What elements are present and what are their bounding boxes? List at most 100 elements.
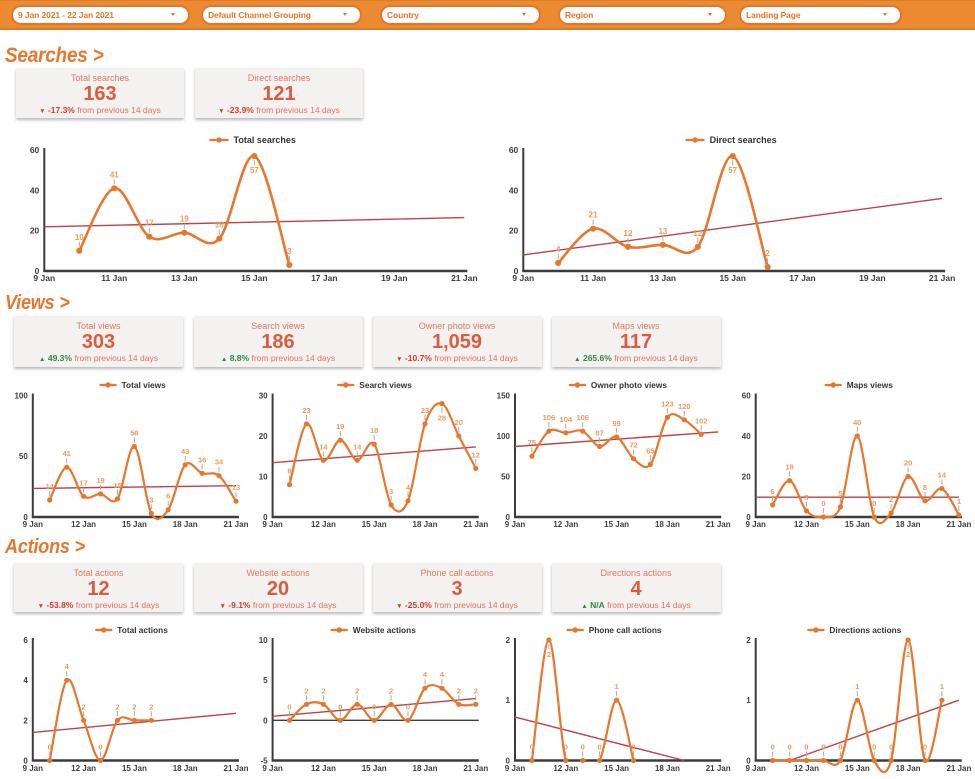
svg-text:14: 14 [319, 442, 328, 451]
svg-text:Directions actions: Directions actions [829, 625, 901, 635]
svg-text:87: 87 [595, 429, 603, 438]
svg-text:20: 20 [30, 226, 40, 236]
svg-text:9 Jan: 9 Jan [512, 273, 534, 283]
svg-text:9 Jan: 9 Jan [262, 764, 283, 773]
svg-text:18 Jan: 18 Jan [655, 520, 680, 529]
svg-text:120: 120 [678, 402, 691, 411]
svg-text:15: 15 [113, 481, 121, 490]
svg-text:2: 2 [746, 636, 751, 645]
svg-text:8: 8 [923, 483, 927, 492]
svg-text:9 Jan: 9 Jan [23, 520, 44, 529]
svg-text:15 Jan: 15 Jan [362, 764, 387, 773]
svg-text:40: 40 [853, 418, 861, 427]
svg-text:5: 5 [263, 676, 268, 685]
svg-text:18 Jan: 18 Jan [655, 764, 680, 773]
svg-text:60: 60 [742, 392, 751, 401]
svg-text:21 Jan: 21 Jan [463, 520, 488, 529]
svg-text:2: 2 [889, 495, 893, 504]
svg-text:41: 41 [63, 449, 71, 458]
svg-text:18 Jan: 18 Jan [896, 764, 921, 773]
svg-text:3: 3 [287, 247, 292, 256]
svg-text:21: 21 [589, 211, 598, 220]
svg-text:0: 0 [923, 743, 927, 752]
svg-text:21 Jan: 21 Jan [451, 273, 477, 283]
svg-text:20: 20 [742, 473, 751, 482]
svg-text:30: 30 [259, 392, 268, 401]
svg-text:9 Jan: 9 Jan [745, 764, 766, 773]
svg-text:104: 104 [560, 415, 573, 424]
svg-text:0: 0 [821, 499, 825, 508]
svg-text:12 Jan: 12 Jan [71, 764, 96, 773]
svg-text:17 Jan: 17 Jan [789, 273, 815, 283]
svg-text:0: 0 [287, 702, 291, 711]
svg-text:0: 0 [746, 513, 751, 522]
svg-text:20: 20 [259, 432, 268, 441]
svg-text:0: 0 [581, 743, 585, 752]
svg-text:40: 40 [742, 432, 751, 441]
svg-text:9 Jan: 9 Jan [745, 520, 766, 529]
svg-text:21 Jan: 21 Jan [706, 520, 731, 529]
svg-text:21 Jan: 21 Jan [706, 764, 731, 773]
svg-text:6: 6 [166, 492, 170, 501]
svg-text:2: 2 [304, 686, 308, 695]
svg-text:0: 0 [804, 743, 808, 752]
svg-text:2: 2 [132, 702, 136, 711]
svg-text:2: 2 [149, 702, 153, 711]
svg-text:0: 0 [564, 743, 568, 752]
svg-text:4: 4 [406, 483, 411, 492]
svg-text:18 Jan: 18 Jan [896, 520, 921, 529]
svg-text:2: 2 [474, 686, 478, 695]
svg-text:2: 2 [765, 249, 770, 258]
svg-text:1: 1 [957, 497, 961, 506]
svg-text:0: 0 [506, 513, 511, 522]
svg-text:5: 5 [838, 489, 842, 498]
svg-text:40: 40 [509, 185, 519, 195]
svg-text:18 Jan: 18 Jan [173, 764, 198, 773]
svg-text:10: 10 [259, 636, 268, 645]
svg-text:0: 0 [48, 743, 52, 752]
svg-text:2: 2 [506, 636, 511, 645]
svg-text:Direct searches: Direct searches [710, 135, 777, 145]
svg-text:Search views: Search views [359, 380, 412, 390]
svg-text:14: 14 [353, 442, 362, 451]
svg-text:19 Jan: 19 Jan [381, 273, 407, 283]
svg-text:0: 0 [23, 757, 28, 766]
svg-text:9 Jan: 9 Jan [262, 520, 283, 529]
svg-text:12 Jan: 12 Jan [71, 520, 96, 529]
svg-text:4: 4 [65, 662, 70, 671]
svg-text:2: 2 [23, 716, 28, 725]
svg-text:43: 43 [181, 447, 189, 456]
svg-text:12 Jan: 12 Jan [311, 764, 336, 773]
svg-text:12 Jan: 12 Jan [553, 764, 578, 773]
svg-text:17 Jan: 17 Jan [311, 273, 337, 283]
svg-text:60: 60 [30, 145, 40, 155]
svg-text:123: 123 [661, 399, 674, 408]
svg-text:3: 3 [389, 487, 393, 496]
svg-text:0: 0 [530, 743, 534, 752]
svg-text:20: 20 [509, 226, 519, 236]
svg-text:2: 2 [82, 702, 86, 711]
svg-text:41: 41 [110, 170, 119, 179]
svg-text:15 Jan: 15 Jan [241, 273, 267, 283]
svg-text:6: 6 [771, 487, 775, 496]
svg-text:1: 1 [506, 696, 511, 705]
svg-text:12 Jan: 12 Jan [794, 764, 819, 773]
svg-text:57: 57 [728, 166, 737, 175]
svg-text:15 Jan: 15 Jan [719, 273, 745, 283]
svg-text:0: 0 [98, 743, 102, 752]
svg-text:100: 100 [497, 432, 511, 441]
svg-text:0: 0 [788, 743, 792, 752]
svg-text:36: 36 [198, 455, 206, 464]
svg-text:11 Jan: 11 Jan [580, 273, 606, 283]
svg-text:40: 40 [30, 185, 40, 195]
svg-text:16: 16 [215, 221, 224, 230]
svg-text:0: 0 [23, 513, 28, 522]
svg-text:9 Jan: 9 Jan [505, 764, 526, 773]
svg-text:Owner photo views: Owner photo views [591, 380, 667, 390]
svg-text:4: 4 [423, 670, 428, 679]
svg-text:15 Jan: 15 Jan [122, 520, 147, 529]
svg-text:2: 2 [115, 702, 119, 711]
svg-text:0: 0 [889, 743, 893, 752]
svg-text:18: 18 [370, 426, 378, 435]
svg-text:9 Jan: 9 Jan [505, 520, 526, 529]
